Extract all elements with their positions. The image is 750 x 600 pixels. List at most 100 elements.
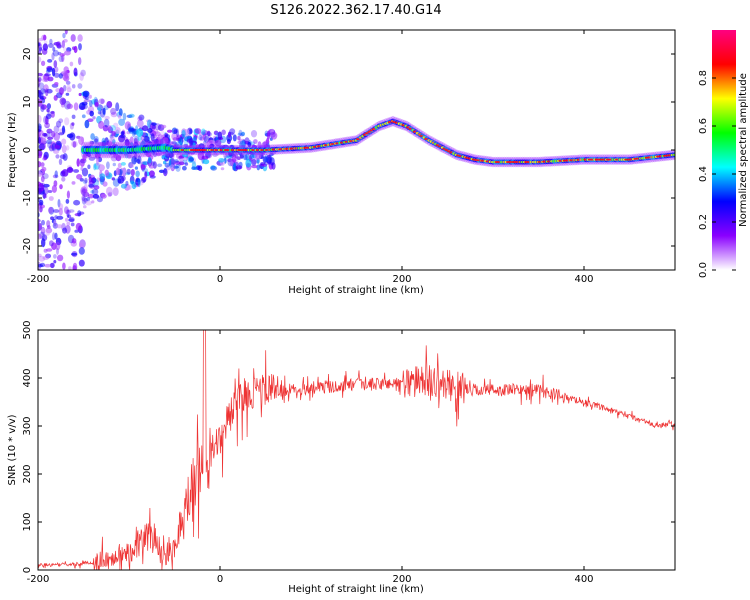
spectrogram-cell [79, 242, 84, 248]
spectrogram-cell [65, 145, 70, 151]
spectrogram-cell [63, 39, 68, 43]
snr-ytick-label: 500 [22, 320, 33, 339]
spectrogram-cell [231, 154, 237, 163]
spectrogram-cell [67, 214, 72, 219]
spectrogram-cell [97, 107, 102, 111]
spectrogram-cell [88, 140, 93, 146]
spectrogram-cell [62, 84, 67, 92]
spectrogram-cell [106, 186, 113, 196]
spectrogram-cell [82, 90, 90, 98]
spectrogram-cell [245, 153, 250, 161]
spectrogram-cell [39, 199, 44, 206]
spectrogram-cell [72, 141, 77, 148]
snr-ytick-label: 100 [22, 512, 33, 531]
spectrogram-ytick-label: 20 [22, 48, 33, 61]
spectrogram-cell [44, 123, 50, 127]
spectrogram-cell [72, 262, 78, 270]
spectrogram-cell [223, 152, 228, 159]
spectrogram-cell [43, 40, 48, 44]
spectrogram-cell [42, 157, 47, 161]
spectrogram-cell [38, 161, 42, 168]
spectrogram-xtick-label: -200 [27, 274, 50, 285]
spectrogram-cell [49, 240, 54, 247]
spectrogram-cell [57, 198, 61, 208]
spectrogram-cell [181, 129, 186, 138]
spectrogram-cell [209, 143, 215, 149]
spectrogram-cell [128, 126, 135, 134]
spectrogram-cell [84, 177, 88, 184]
spectrogram-cell [166, 164, 171, 171]
spectrogram-cell [135, 178, 141, 183]
spectrogram-cell [253, 139, 258, 144]
spectrogram-cell [53, 260, 57, 264]
spectrogram-cell [250, 130, 258, 138]
spectrogram-cell [147, 156, 152, 164]
spectrogram-cell [100, 98, 105, 105]
colorbar-bar [712, 30, 736, 270]
spectrogram-cell [102, 125, 109, 132]
spectrogram-cell [120, 131, 125, 136]
spectrogram-cell [91, 200, 95, 204]
spectrogram-cell [90, 133, 95, 140]
spectrogram-cell [112, 162, 117, 167]
spectrogram-cell [212, 152, 219, 157]
spectrogram-cell [41, 238, 46, 248]
spectrogram-cell [91, 188, 99, 195]
spectrogram-cell [68, 209, 75, 213]
snr-ytick-label: 300 [22, 416, 33, 435]
spectrogram-cell [172, 137, 178, 142]
spectrogram-cell [55, 241, 61, 251]
spectrogram-cell [76, 174, 83, 180]
spectrogram-cell [126, 168, 131, 175]
spectrogram-cell [270, 131, 278, 140]
spectrogram-cell [56, 120, 62, 128]
spectrogram-cell [38, 253, 42, 258]
spectrogram-cell [53, 254, 57, 259]
spectrogram-cell [117, 114, 122, 119]
spectrogram-cell [73, 199, 81, 206]
spectrogram-cell [150, 133, 155, 142]
spectrogram-cell [38, 224, 41, 231]
spectrogram-cell [104, 115, 110, 120]
spectrogram-cell [61, 138, 67, 145]
spectrogram-cell [66, 85, 71, 89]
spectrogram-cell [45, 227, 53, 234]
spectrogram-cell [169, 164, 175, 170]
spectrogram-cell [80, 186, 88, 196]
spectrogram-cell [43, 193, 48, 199]
figure-title: S126.2022.362.17.40.G14 [270, 3, 441, 18]
spectrogram-cell [83, 205, 87, 209]
spectrogram-cell [89, 110, 94, 117]
spectrogram-cell [38, 47, 43, 52]
spectrogram-cell [257, 141, 262, 149]
spectrogram-cell [117, 178, 122, 184]
spectrogram-cell [126, 184, 132, 190]
spectrogram-cell [82, 153, 87, 161]
spectrogram-cell [96, 104, 103, 111]
spectrogram-cell [46, 139, 53, 145]
spectrogram-cell [266, 130, 271, 140]
spectrogram-cell [232, 162, 237, 171]
spectrogram-cell [120, 162, 126, 166]
spectrogram-cell [38, 98, 43, 107]
spectrogram-cell [62, 32, 66, 39]
spectrogram-cell [110, 107, 117, 115]
spectrogram-cell [134, 166, 138, 170]
spectrogram-cell [73, 169, 80, 173]
spectrogram-cell [174, 160, 180, 165]
colorbar-ticks: 0.0 0.2 0.4 0.6 0.8 [698, 70, 736, 278]
spectrogram-cell [122, 112, 127, 121]
spectrogram-cell [213, 130, 219, 136]
spectrogram-cell [42, 192, 46, 199]
spectrogram-cell [247, 141, 252, 148]
spectrogram-cell [184, 162, 189, 166]
spectrogram-cell [40, 175, 45, 183]
spectrogram-cell [87, 153, 91, 158]
spectrogram-cell [59, 154, 66, 159]
spectrogram-cell [65, 80, 71, 85]
spectrogram-cell [110, 135, 115, 142]
spectrogram-cell [78, 247, 85, 255]
snr-ytick-label: 400 [22, 368, 33, 387]
spectrogram-cell [89, 100, 93, 108]
spectrogram-cell [64, 70, 69, 80]
